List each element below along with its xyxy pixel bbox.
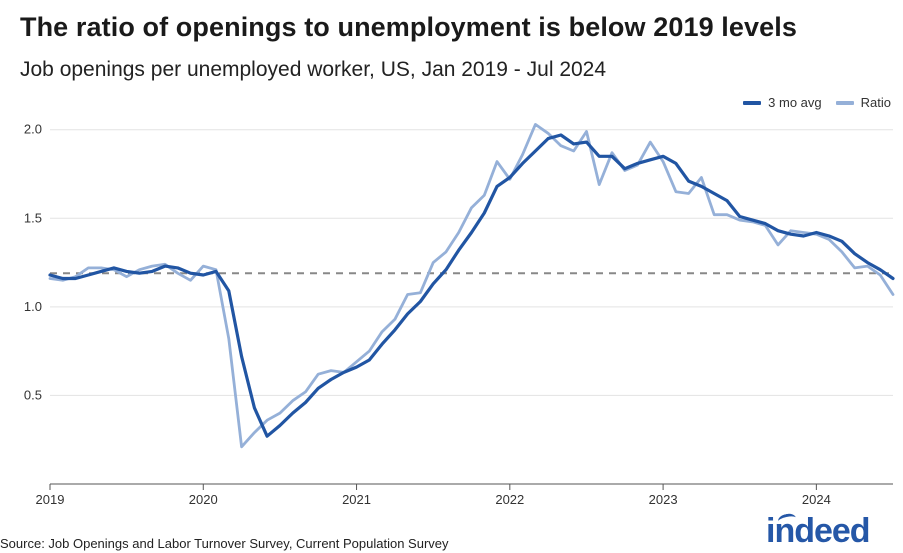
legend-item-ratio: Ratio [835, 95, 891, 110]
chart-title: The ratio of openings to unemployment is… [20, 12, 797, 42]
series-line-3mo-avg [48, 133, 895, 438]
y-tick-label: 1.5 [24, 210, 42, 225]
x-tick-label: 2020 [189, 492, 218, 507]
indeed-logo: indeed [766, 512, 871, 550]
chart-subtitle: Job openings per unemployed worker, US, … [20, 58, 607, 81]
legend-swatch-ratio [835, 100, 854, 105]
y-tick-label: 1.0 [24, 299, 42, 314]
legend-label-3mo-avg: 3 mo avg [768, 95, 822, 110]
x-tick-label: 2019 [36, 492, 65, 507]
legend: 3 mo avg Ratio [729, 95, 891, 110]
source-note: Source: Job Openings and Labor Turnover … [0, 536, 449, 551]
x-tick-label: 2024 [802, 492, 831, 507]
legend-label-ratio: Ratio [860, 95, 891, 110]
y-tick-label: 0.5 [24, 387, 42, 402]
series-line-ratio [48, 123, 895, 449]
legend-item-3mo-avg: 3 mo avg [743, 95, 822, 110]
x-tick-label: 2021 [342, 492, 371, 507]
legend-swatch-3mo-avg [743, 100, 762, 105]
y-tick-label: 2.0 [24, 122, 42, 137]
x-tick-label: 2023 [649, 492, 678, 507]
x-tick-label: 2022 [495, 492, 524, 507]
